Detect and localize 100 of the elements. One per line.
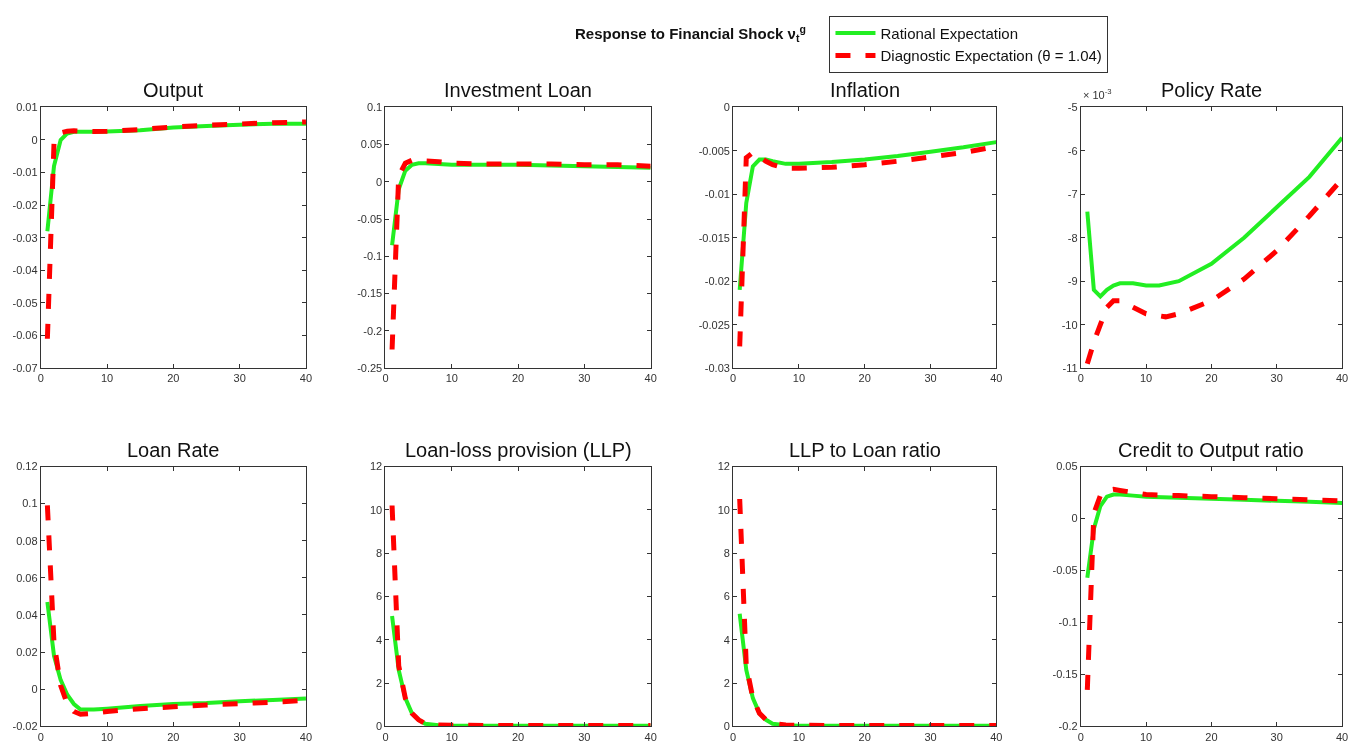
y-tick-label: 0.05 xyxy=(1056,460,1078,473)
y-tick-label: -0.03 xyxy=(12,231,38,244)
y-tick-label: -0.1 xyxy=(363,250,383,263)
y-tick-label: -0.03 xyxy=(704,361,730,374)
y-tick-label: -7 xyxy=(1067,188,1078,201)
y-tick-label: 10 xyxy=(369,503,383,516)
x-tick-label: 40 xyxy=(990,372,1003,385)
y-tick-label: -0.15 xyxy=(1052,668,1078,681)
y-tick-label: 8 xyxy=(723,546,730,559)
y-tick-label: -0.015 xyxy=(698,231,730,244)
y-tick-label: -0.25 xyxy=(357,361,383,374)
x-tick-label: 10 xyxy=(792,730,806,743)
y-tick-label: 0.02 xyxy=(16,645,38,658)
y-tick-label: -11 xyxy=(1062,361,1078,374)
x-tick-label: 30 xyxy=(924,372,937,385)
x-tick-label: 30 xyxy=(233,730,246,743)
y-tick-label: 0 xyxy=(723,101,730,114)
y-tick-label: -0.05 xyxy=(1052,564,1078,577)
y-tick-label: -10 xyxy=(1061,318,1078,331)
chart-title: Credit to Output ratio xyxy=(1118,439,1304,461)
x-tick-label: 10 xyxy=(792,372,806,385)
x-tick-label: 20 xyxy=(858,730,871,743)
y-tick-label: 12 xyxy=(717,460,730,473)
chart-title: Loan Rate xyxy=(127,439,220,461)
y-tick-label: -0.06 xyxy=(12,329,38,342)
chart-title: LLP to Loan ratio xyxy=(789,439,941,461)
y-tick-label: 0.04 xyxy=(16,608,38,621)
y-tick-label: -0.05 xyxy=(12,296,38,309)
y-tick-label: 4 xyxy=(376,633,383,646)
legend-label: Rational Expectation xyxy=(880,24,1019,42)
y-tick-label: -0.02 xyxy=(12,720,38,733)
y-tick-label: 2 xyxy=(376,676,383,689)
y-tick-label: -0.025 xyxy=(698,318,730,331)
chart-title: Policy Rate xyxy=(1161,79,1263,101)
text: × 10$^{-3}$ xyxy=(1083,87,1112,101)
x-tick-label: 40 xyxy=(990,730,1003,743)
legend-label: Diagnostic Expectation (θ = 1.04) xyxy=(880,47,1102,65)
x-tick-label: 20 xyxy=(1205,372,1218,385)
y-tick-label: 0 xyxy=(376,720,383,733)
y-tick-label: 0 xyxy=(376,175,383,188)
y-tick-label: 4 xyxy=(723,633,730,646)
y-tick-label: -0.2 xyxy=(1058,720,1078,733)
x-tick-label: 10 xyxy=(100,372,114,385)
y-tick-label: 0.12 xyxy=(16,460,38,473)
y-tick-label: -0.05 xyxy=(357,212,383,225)
x-tick-label: 40 xyxy=(299,372,313,385)
x-tick-label: 30 xyxy=(233,372,246,385)
y-tick-label: -0.15 xyxy=(357,287,383,300)
x-tick-label: 30 xyxy=(924,730,937,743)
chart-title: Inflation xyxy=(830,79,901,101)
line-series xyxy=(1085,135,1343,299)
y-tick-label: -0.02 xyxy=(704,275,730,288)
y-tick-label: -0.07 xyxy=(12,361,38,374)
y-tick-label: 2 xyxy=(723,676,730,689)
y-tick-label: 0 xyxy=(31,683,38,696)
x-tick-label: 40 xyxy=(644,730,657,743)
x-tick-label: 30 xyxy=(1270,372,1283,385)
x-tick-label: 30 xyxy=(578,372,591,385)
y-tick-label: 6 xyxy=(723,590,730,603)
x-tick-label: 40 xyxy=(1335,372,1349,385)
x-tick-label: 20 xyxy=(1205,730,1218,743)
y-tick-label: -0.005 xyxy=(698,144,730,157)
x-tick-label: 30 xyxy=(578,730,591,743)
x-tick-label: 10 xyxy=(1139,372,1153,385)
x-tick-label: 10 xyxy=(1139,730,1153,743)
y-tick-label: -6 xyxy=(1067,144,1078,157)
chart-title: Loan-loss provision (LLP) xyxy=(405,439,632,461)
x-tick-label: 10 xyxy=(445,372,458,385)
x-tick-label: 20 xyxy=(511,730,525,743)
x-tick-label: 20 xyxy=(511,372,525,385)
y-tick-label: 0.01 xyxy=(16,101,38,114)
y-tick-label: -9 xyxy=(1067,275,1078,288)
y-tick-label: -0.2 xyxy=(363,324,383,337)
x-tick-label: 40 xyxy=(1335,730,1349,743)
y-tick-label: 0 xyxy=(1071,512,1078,525)
y-tick-label: -0.02 xyxy=(12,198,38,211)
y-tick-label: 12 xyxy=(369,460,383,473)
chart-title: Output xyxy=(143,79,204,101)
y-tick-label: 0.05 xyxy=(360,138,383,151)
x-tick-label: 30 xyxy=(1270,730,1283,743)
y-tick-label: 0.08 xyxy=(16,534,38,547)
y-tick-label: 8 xyxy=(376,546,383,559)
y-tick-label: 10 xyxy=(717,503,730,516)
y-tick-label: 0 xyxy=(723,720,730,733)
y-tick-label: -0.01 xyxy=(704,188,730,201)
y-tick-label: 6 xyxy=(376,590,383,603)
x-tick-label: 20 xyxy=(167,372,180,385)
y-tick-label: 0.06 xyxy=(16,571,38,584)
y-tick-label: -0.01 xyxy=(12,166,38,179)
x-tick-label: 10 xyxy=(445,730,458,743)
y-tick-label: -0.04 xyxy=(12,264,38,277)
y-tick-label: -8 xyxy=(1067,231,1078,244)
chart-title: Investment Loan xyxy=(444,79,592,101)
y-tick-label: 0.1 xyxy=(366,101,383,114)
x-tick-label: 40 xyxy=(299,730,313,743)
x-tick-label: 10 xyxy=(100,730,114,743)
y-tick-label: -0.1 xyxy=(1058,616,1078,629)
x-tick-label: 20 xyxy=(858,372,871,385)
x-tick-label: 20 xyxy=(167,730,180,743)
y-tick-label: -5 xyxy=(1067,101,1078,114)
